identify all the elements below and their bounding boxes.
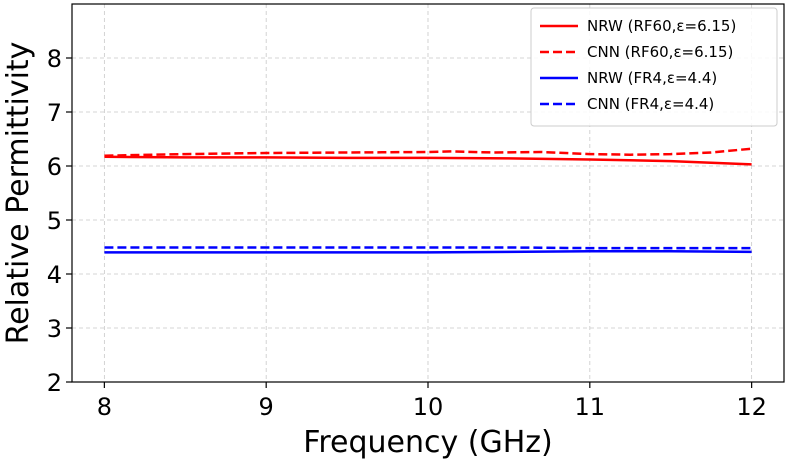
x-tick-label: 11 — [575, 393, 606, 421]
y-tick-label: 5 — [47, 207, 62, 235]
x-tick-label: 8 — [97, 393, 112, 421]
legend-entry: CNN (RF60,ε=6.15) — [587, 43, 733, 61]
series-line-2 — [104, 147, 752, 157]
y-tick-label: 6 — [47, 153, 62, 181]
y-tick-label: 8 — [47, 45, 62, 73]
y-tick-label: 7 — [47, 99, 62, 127]
x-axis-label: Frequency (GHz) — [303, 425, 552, 460]
y-tick-label: 4 — [47, 261, 62, 289]
series-line-3 — [104, 250, 752, 254]
y-axis-label: Relative Permittivity — [1, 42, 36, 345]
y-tick-label: 2 — [47, 369, 62, 397]
legend-box — [530, 7, 778, 127]
x-tick-label: 10 — [413, 393, 444, 421]
legend-entry: NRW (FR4,ε=4.4) — [587, 69, 717, 87]
x-tick-label: 12 — [736, 393, 767, 421]
legend: NRW (RF60,ε=6.15) CNN (RF60,ε=6.15) NRW (F… — [530, 7, 778, 127]
legend-entry: CNN (FR4,ε=4.4) — [587, 95, 714, 113]
series-line-1 — [104, 155, 752, 166]
x-tick-label: 9 — [259, 393, 274, 421]
y-tick-label: 3 — [47, 315, 62, 343]
series-lines — [104, 147, 752, 254]
series-line-4 — [104, 246, 752, 250]
legend-entry: NRW (RF60,ε=6.15) — [587, 17, 736, 35]
axis-ticks: 8 9 10 11 12 2 3 4 5 6 7 8 — [47, 45, 767, 421]
